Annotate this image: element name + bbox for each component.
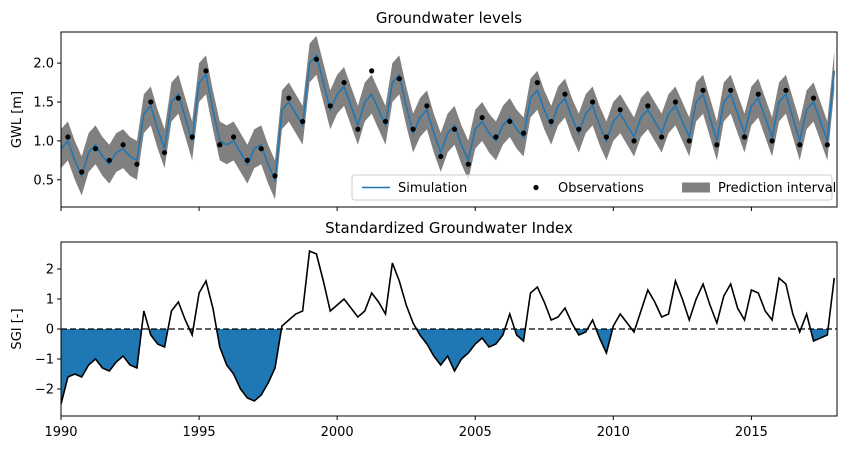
observation: [507, 118, 513, 125]
observation: [451, 126, 458, 132]
observation: [714, 142, 720, 148]
x-tick-label: 2015: [735, 425, 768, 440]
observation: [286, 95, 292, 101]
x-tick-label: 1990: [44, 425, 77, 440]
observation: [438, 153, 444, 160]
observation: [493, 134, 499, 140]
observation: [520, 130, 527, 136]
observation: [755, 91, 761, 97]
observation: [824, 142, 830, 148]
y-tick-label: 0: [46, 323, 54, 338]
fill-group: [61, 329, 835, 404]
observation: [769, 138, 775, 144]
plot-area: [61, 35, 836, 200]
observation: [189, 134, 195, 140]
axes-frame: [60, 241, 838, 417]
observation: [203, 68, 209, 74]
observation: [396, 76, 402, 82]
legend-label: Observations: [558, 181, 644, 196]
observation: [645, 103, 651, 109]
observation: [120, 142, 126, 148]
observation: [783, 87, 789, 93]
observation: [741, 134, 748, 140]
observation: [355, 126, 361, 132]
observation: [465, 161, 471, 167]
observation: [79, 169, 85, 175]
observation: [631, 138, 637, 144]
observation: [686, 138, 692, 144]
y-tick-label: 1.5: [33, 96, 54, 111]
observation: [106, 157, 112, 163]
y-tick-label: 2: [46, 263, 54, 278]
x-tick-label: 2010: [597, 425, 630, 440]
observation: [382, 118, 389, 125]
y-tick-label: −1: [35, 353, 54, 368]
observation: [576, 126, 582, 132]
observation: [548, 118, 554, 125]
observation: [603, 134, 610, 140]
observation: [410, 126, 416, 132]
legend-handle: [533, 184, 539, 191]
prediction-interval: [61, 35, 835, 200]
observation: [728, 87, 734, 93]
observation: [175, 95, 181, 101]
x-tick-label: 2005: [459, 425, 492, 440]
observation: [700, 87, 706, 93]
observation: [92, 146, 99, 152]
legend-handle: [682, 182, 710, 193]
observation: [369, 68, 375, 74]
observation: [230, 134, 237, 140]
y-tick-label: −2: [35, 383, 54, 398]
x-tick-label: 1995: [183, 425, 216, 440]
legend-box: [351, 174, 833, 201]
legend-label: Prediction interval: [718, 181, 836, 196]
observation: [217, 142, 223, 148]
observation: [659, 134, 665, 140]
observation: [341, 79, 347, 86]
observation: [134, 161, 140, 167]
axis-title: Standardized Groundwater Index: [325, 219, 573, 237]
axes-frame: [60, 31, 838, 208]
observation: [300, 118, 306, 125]
observation: [148, 99, 154, 105]
simulation-line: [61, 53, 836, 183]
sgi-fill: [61, 329, 835, 404]
observation: [244, 157, 251, 163]
observation: [617, 107, 623, 113]
observation: [161, 149, 168, 156]
x-tick-label: 2000: [321, 425, 354, 440]
observation: [810, 95, 817, 101]
observation: [672, 99, 679, 105]
observation: [424, 103, 430, 109]
sgi-line: [61, 249, 836, 405]
y-axis-label: GWL [m]: [10, 91, 25, 148]
plot-area: [61, 249, 837, 405]
observation: [797, 142, 803, 148]
legend-label: Simulation: [398, 181, 467, 196]
y-tick-label: 0.5: [33, 173, 54, 188]
observation: [590, 99, 596, 105]
observation: [562, 91, 568, 97]
observation: [327, 103, 333, 109]
y-axis-label: SGI [-]: [10, 308, 25, 349]
observation: [258, 146, 264, 152]
y-tick-label: 1: [46, 293, 54, 308]
observation: [313, 56, 320, 62]
y-tick-label: 2.0: [33, 57, 54, 72]
observation: [65, 134, 71, 140]
observation: [272, 173, 278, 179]
y-tick-label: 1.0: [33, 134, 54, 149]
axis-title: Groundwater levels: [376, 9, 522, 27]
observation: [479, 114, 485, 121]
observation: [534, 79, 540, 86]
